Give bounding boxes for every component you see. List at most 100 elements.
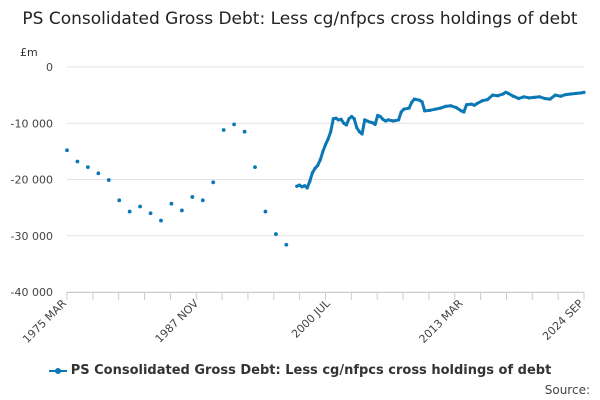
data-point — [423, 109, 427, 113]
data-point — [221, 128, 226, 132]
data-point — [378, 114, 382, 119]
data-point — [117, 198, 122, 203]
data-point — [263, 209, 268, 214]
data-point — [273, 232, 278, 236]
axes — [66, 292, 585, 300]
data-point — [373, 122, 377, 126]
data-point — [582, 90, 586, 94]
data-point — [365, 119, 369, 123]
data-point — [339, 117, 343, 121]
data-point — [383, 119, 388, 123]
data-point — [347, 117, 351, 121]
data-point — [169, 201, 174, 206]
data-point — [75, 159, 80, 164]
data-point — [564, 92, 568, 97]
data-point — [329, 130, 333, 134]
data-point — [410, 100, 414, 105]
data-point — [96, 171, 101, 176]
x-tick-label: 2013 MAR — [417, 297, 466, 346]
data-point — [444, 104, 448, 108]
data-point — [381, 117, 385, 121]
data-point — [574, 91, 578, 96]
data-point — [532, 95, 536, 99]
data-point — [211, 180, 216, 185]
data-point — [420, 100, 424, 104]
data-point — [412, 97, 416, 101]
data-point — [391, 119, 395, 123]
data-point — [318, 158, 322, 162]
data-point — [397, 118, 401, 122]
y-tick-label: 0 — [46, 61, 53, 74]
y-tick-label: -40 000 — [11, 286, 53, 299]
data-point — [300, 185, 304, 189]
y-tick-labels: 0 -10 000 -20 000 -30 000 -40 000 — [11, 61, 53, 299]
data-point — [148, 211, 153, 216]
data-point — [200, 198, 205, 203]
data-point — [496, 94, 500, 98]
data-point — [106, 178, 111, 182]
data-point — [454, 105, 458, 110]
data-point — [464, 103, 469, 107]
data-point — [305, 186, 309, 190]
data-point — [85, 165, 90, 170]
data-point — [553, 93, 557, 97]
data-series — [65, 90, 586, 247]
data-point — [517, 96, 521, 101]
data-point — [472, 103, 476, 107]
y-tick-label: -30 000 — [11, 230, 53, 243]
data-point — [438, 106, 442, 110]
data-point — [323, 143, 328, 147]
data-point — [363, 118, 367, 122]
data-point — [310, 171, 315, 175]
data-point — [538, 95, 542, 99]
data-point — [433, 107, 437, 111]
data-point — [402, 107, 406, 111]
x-tick-label: 2024 SEP — [540, 297, 586, 343]
data-point — [417, 98, 422, 102]
data-point — [543, 96, 547, 101]
data-point — [475, 101, 479, 106]
grid-lines — [67, 66, 584, 293]
x-tick-label: 1987 NOV — [153, 297, 202, 346]
legend[interactable]: PS Consolidated Gross Debt: Less cg/nfpc… — [0, 363, 600, 378]
data-point — [511, 94, 516, 98]
data-point — [303, 184, 307, 188]
data-point — [295, 184, 299, 188]
data-point — [284, 242, 289, 247]
data-point — [190, 195, 195, 199]
data-point — [449, 104, 453, 108]
data-point — [459, 109, 463, 113]
data-point — [579, 91, 583, 95]
data-point — [297, 183, 301, 187]
data-point — [491, 93, 495, 97]
data-point — [527, 96, 531, 100]
data-point — [480, 99, 484, 103]
data-point — [470, 102, 474, 106]
data-point — [331, 117, 335, 121]
data-point — [344, 123, 348, 127]
y-tick-label: -10 000 — [11, 117, 53, 130]
data-point — [506, 91, 510, 96]
data-point — [65, 148, 69, 153]
data-point — [355, 126, 359, 130]
y-axis-unit-label: £m — [20, 46, 38, 59]
x-tick-label: 2000 JUL — [289, 296, 333, 340]
data-point — [308, 179, 312, 183]
data-point — [370, 121, 375, 125]
data-point — [386, 118, 390, 122]
data-point — [376, 113, 380, 117]
data-point — [407, 106, 411, 110]
data-point — [242, 129, 247, 134]
data-point — [504, 90, 508, 94]
legend-series-marker — [48, 366, 67, 376]
data-point — [179, 208, 184, 213]
data-point — [462, 110, 466, 114]
data-point — [336, 118, 341, 122]
data-point — [138, 204, 143, 209]
data-point — [334, 116, 338, 120]
data-point — [399, 110, 403, 114]
data-point — [313, 166, 317, 170]
data-point — [316, 163, 320, 168]
x-tick-labels: 1975 MAR 1987 NOV 2000 JUL 2013 MAR 2024 SEP — [20, 296, 586, 346]
